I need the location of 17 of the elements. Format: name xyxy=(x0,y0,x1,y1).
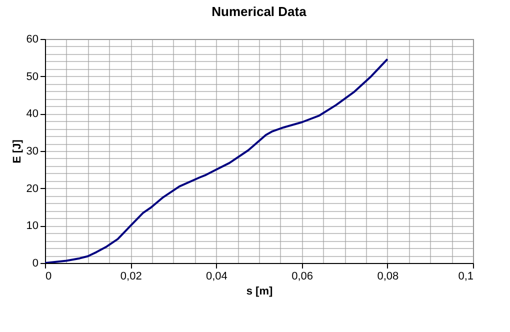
y-axis-title: E [J] xyxy=(11,139,24,164)
y-tick-label: 0 xyxy=(32,258,38,270)
x-tick-label: 0,06 xyxy=(292,270,314,282)
chart-title: Numerical Data xyxy=(212,4,308,19)
y-tick-label: 20 xyxy=(26,182,38,195)
line-series xyxy=(45,58,388,263)
x-tick-label: 0 xyxy=(46,270,52,282)
y-tick-label: 30 xyxy=(26,146,38,158)
x-tick-label: 0,08 xyxy=(377,270,399,282)
x-tick-label: 0,02 xyxy=(120,270,142,282)
y-tick-label: 10 xyxy=(26,220,38,232)
y-tick-label: 60 xyxy=(26,34,38,46)
y-tick-label: 50 xyxy=(26,70,38,83)
x-tick-label: 0,04 xyxy=(206,270,228,282)
x-tick-label: 0,1 xyxy=(458,270,474,282)
x-axis-title: s [m] xyxy=(246,286,273,298)
y-tick-label: 40 xyxy=(26,108,38,120)
